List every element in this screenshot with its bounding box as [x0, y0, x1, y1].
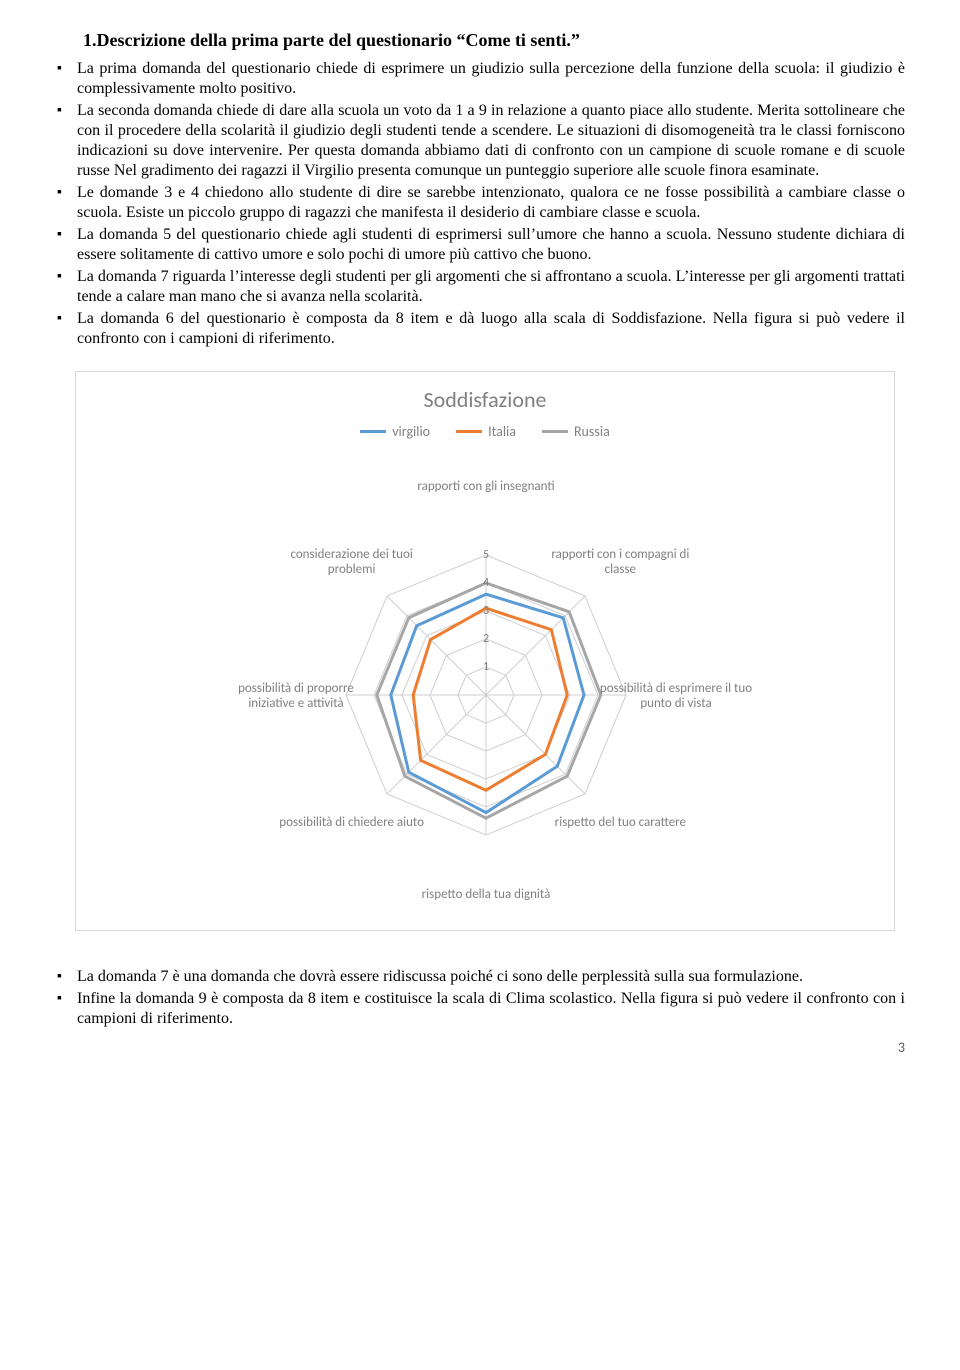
legend-swatch [360, 430, 386, 433]
radar-axis-label: rapporti con gli insegnanti [406, 479, 566, 494]
radar-ring-label: 1 [483, 660, 489, 674]
list-item-text: Le domande 3 e 4 chiedono allo studente … [77, 183, 905, 223]
legend-label: virgilio [392, 423, 430, 440]
list-item: ▪La domanda 7 riguarda l’interesse degli… [55, 267, 905, 307]
square-bullet-icon: ▪ [55, 989, 77, 1009]
square-bullet-icon: ▪ [55, 101, 77, 121]
list-item-text: La domanda 7 riguarda l’interesse degli … [77, 267, 905, 307]
list-item: ▪La domanda 6 del questionario è compost… [55, 309, 905, 349]
list-item-text: La domanda 7 è una domanda che dovrà ess… [77, 967, 905, 987]
square-bullet-icon: ▪ [55, 225, 77, 245]
square-bullet-icon: ▪ [55, 309, 77, 329]
radar-ring-label: 3 [483, 604, 489, 618]
radar-axis-label: possibilità di chiedere aiuto [272, 815, 432, 830]
radar-axis-label: rispetto del tuo carattere [540, 815, 700, 830]
legend-swatch [456, 430, 482, 433]
list-item: ▪La domanda 5 del questionario chiede ag… [55, 225, 905, 265]
radar-axis-label: considerazione dei tuoi problemi [272, 547, 432, 577]
radar-axis-label: rapporti con i compagni di classe [540, 547, 700, 577]
chart-title: Soddisfazione [76, 372, 894, 413]
legend-swatch [542, 430, 568, 433]
list-item: ▪Infine la domanda 9 è composta da 8 ite… [55, 989, 905, 1029]
radar-ring-label: 5 [483, 548, 489, 562]
legend-item: virgilio [360, 423, 430, 440]
legend-item: Russia [542, 423, 610, 440]
list-item: ▪La prima domanda del questionario chied… [55, 59, 905, 99]
list-item-text: La domanda 6 del questionario è composta… [77, 309, 905, 349]
legend-label: Russia [574, 423, 610, 440]
radar-axis-label: possibilità di proporre iniziative e att… [216, 681, 376, 711]
list-item: ▪La domanda 7 è una domanda che dovrà es… [55, 967, 905, 987]
legend-label: Italia [488, 423, 516, 440]
square-bullet-icon: ▪ [55, 183, 77, 203]
legend-item: Italia [456, 423, 516, 440]
bullets-top: ▪La prima domanda del questionario chied… [55, 59, 905, 349]
bullets-bottom: ▪La domanda 7 è una domanda che dovrà es… [55, 967, 905, 1029]
radar-ring-label: 4 [483, 576, 489, 590]
square-bullet-icon: ▪ [55, 967, 77, 987]
list-item-text: La prima domanda del questionario chiede… [77, 59, 905, 99]
square-bullet-icon: ▪ [55, 267, 77, 287]
radar-ring-label: 2 [483, 632, 489, 646]
page-number: 3 [55, 1039, 905, 1056]
radar-plot-area: rapporti con gli insegnanti rapporti con … [76, 440, 896, 910]
chart-legend: virgilio Italia Russia [76, 423, 894, 440]
list-item-text: La seconda domanda chiede di dare alla s… [77, 101, 905, 181]
radar-axis-label: possibilità di esprimere il tuo punto di… [596, 681, 756, 711]
list-item-text: Infine la domanda 9 è composta da 8 item… [77, 989, 905, 1029]
radar-svg [76, 440, 896, 910]
section-heading: 1.Descrizione della prima parte del ques… [55, 30, 905, 51]
square-bullet-icon: ▪ [55, 59, 77, 79]
list-item-text: La domanda 5 del questionario chiede agl… [77, 225, 905, 265]
list-item: ▪La seconda domanda chiede di dare alla … [55, 101, 905, 181]
list-item: ▪Le domande 3 e 4 chiedono allo studente… [55, 183, 905, 223]
radar-chart-container: Soddisfazione virgilio Italia Russia rappo… [75, 371, 895, 931]
radar-axis-label: rispetto della tua dignità [406, 887, 566, 902]
